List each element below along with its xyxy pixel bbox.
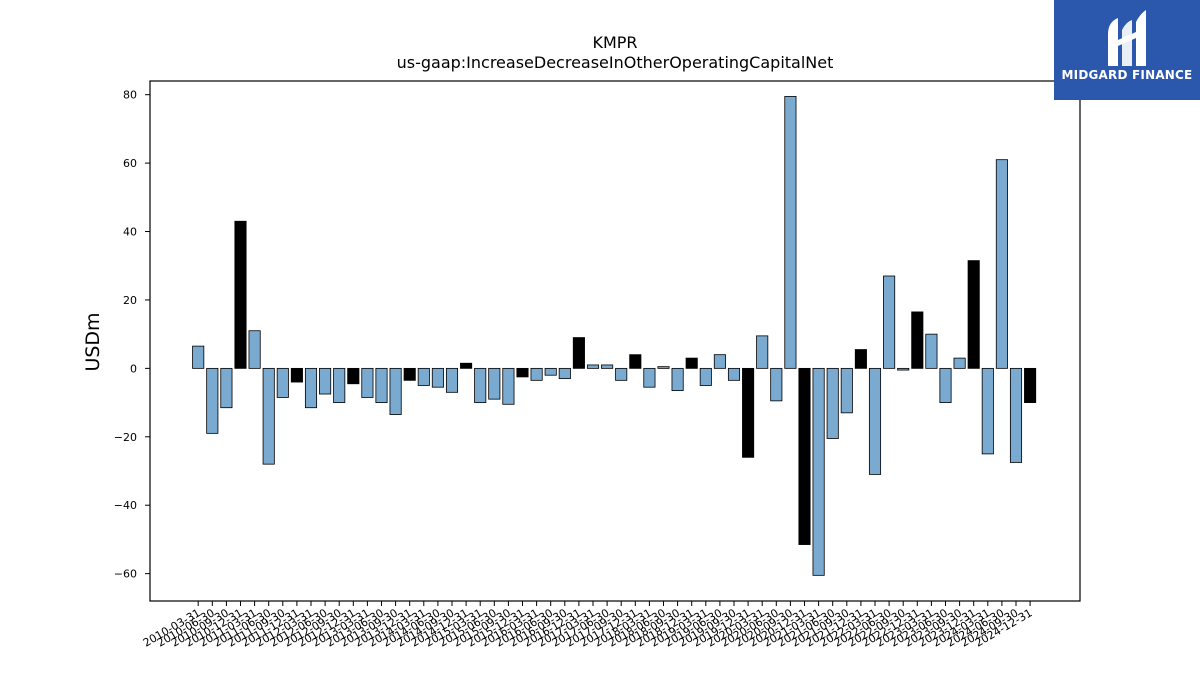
bar-2016-03-31 (530, 367, 543, 381)
bar-2012-09-30 (333, 367, 346, 403)
bar-2021-12-31 (854, 349, 867, 369)
bar-2020-09-30 (784, 95, 797, 369)
y-tick-label: 20 (123, 294, 137, 307)
bar-2019-12-31 (742, 367, 755, 458)
y-tick-label: 60 (123, 157, 137, 170)
bar-2011-09-30 (276, 367, 289, 398)
bar-2023-06-30 (939, 367, 952, 403)
bar-2013-03-31 (361, 367, 374, 398)
bar-2017-12-31 (629, 354, 642, 369)
y-tick-label: −60 (114, 568, 137, 581)
bar-2014-03-31 (417, 367, 430, 386)
bar-2024-12-31 (1024, 367, 1037, 403)
bar-2013-06-30 (375, 367, 388, 403)
bar-2018-03-31 (643, 367, 656, 388)
bar-2015-09-30 (502, 367, 515, 405)
bar-2010-06-30 (206, 367, 219, 434)
bar-2013-09-30 (389, 367, 402, 415)
bar-2016-06-30 (544, 367, 557, 376)
bar-2024-06-30 (995, 159, 1008, 369)
bar-2020-12-31 (798, 367, 811, 545)
bar-2018-06-30 (657, 366, 670, 369)
bar-2016-12-31 (572, 337, 585, 369)
bar-2022-06-30 (883, 275, 896, 369)
bar-2010-03-31 (192, 345, 205, 369)
bar-2017-06-30 (601, 364, 614, 369)
bar-2022-12-31 (911, 311, 924, 369)
bar-2012-06-30 (319, 367, 332, 395)
y-tick-label: −20 (114, 431, 137, 444)
bar-2019-09-30 (727, 367, 741, 381)
bar-2022-03-31 (868, 367, 882, 475)
bar-2024-03-31 (981, 367, 994, 455)
y-tick-label: −40 (114, 499, 137, 512)
bar-2019-03-31 (699, 367, 712, 386)
bar-2015-03-31 (474, 367, 487, 403)
bars-group (192, 95, 1037, 576)
bar-2019-06-30 (713, 354, 726, 369)
bar-2020-06-30 (770, 367, 783, 402)
bar-2013-12-31 (403, 367, 416, 381)
y-axis-label: USDm (82, 312, 104, 371)
bar-2022-09-30 (897, 367, 910, 371)
bar-2010-09-30 (220, 367, 233, 409)
bar-2014-09-30 (445, 367, 459, 393)
bar-2014-06-30 (431, 367, 444, 388)
bar-2021-09-30 (840, 367, 853, 414)
bar-2020-03-31 (756, 335, 769, 369)
bar-2024-09-30 (1009, 367, 1023, 463)
plot-frame (149, 80, 1081, 602)
bar-2012-03-31 (304, 367, 318, 409)
bar-2015-06-30 (488, 367, 501, 400)
y-tick-label: 80 (123, 89, 137, 102)
bar-2017-03-31 (586, 364, 600, 369)
logo-text: MIDGARD FINANCE (1061, 68, 1193, 82)
bar-2023-12-31 (967, 260, 980, 369)
bar-2023-09-30 (953, 357, 966, 369)
bar-2021-03-31 (812, 367, 825, 576)
bar-2012-12-31 (347, 367, 360, 385)
bar-2011-12-31 (290, 367, 303, 383)
bar-2014-12-31 (460, 362, 473, 369)
bar-2021-06-30 (826, 367, 839, 439)
bar-2023-03-31 (925, 333, 938, 369)
bar-2018-12-31 (685, 357, 698, 369)
bar-2010-12-31 (234, 220, 247, 369)
bar-2011-06-30 (262, 367, 275, 465)
bar-2016-09-30 (558, 367, 571, 380)
chart-subtitle: us-gaap:IncreaseDecreaseInOtherOperating… (397, 53, 834, 72)
chart-title: KMPR (592, 33, 637, 52)
bar-2017-09-30 (615, 367, 628, 381)
x-axis: 2010-03-312010-06-302010-09-302010-12-31… (141, 601, 1035, 650)
bar-2015-12-31 (516, 367, 529, 378)
midgard-logo-icon (1108, 10, 1146, 66)
y-tick-label: 0 (130, 362, 137, 375)
bar-2018-09-30 (671, 367, 684, 392)
y-tick-label: 40 (123, 226, 137, 239)
company-logo: MIDGARD FINANCE (1054, 0, 1200, 100)
y-axis: 80 60 40 20 0 −20 −40 −60 (114, 89, 150, 581)
bar-2011-03-31 (248, 330, 261, 369)
